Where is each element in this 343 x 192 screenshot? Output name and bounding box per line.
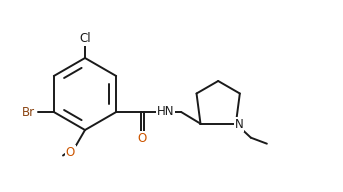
Text: O: O <box>137 132 146 145</box>
Text: N: N <box>235 118 243 131</box>
Text: O: O <box>66 146 75 159</box>
Text: Cl: Cl <box>79 32 91 45</box>
Text: Br: Br <box>22 105 35 118</box>
Text: HN: HN <box>157 105 175 118</box>
